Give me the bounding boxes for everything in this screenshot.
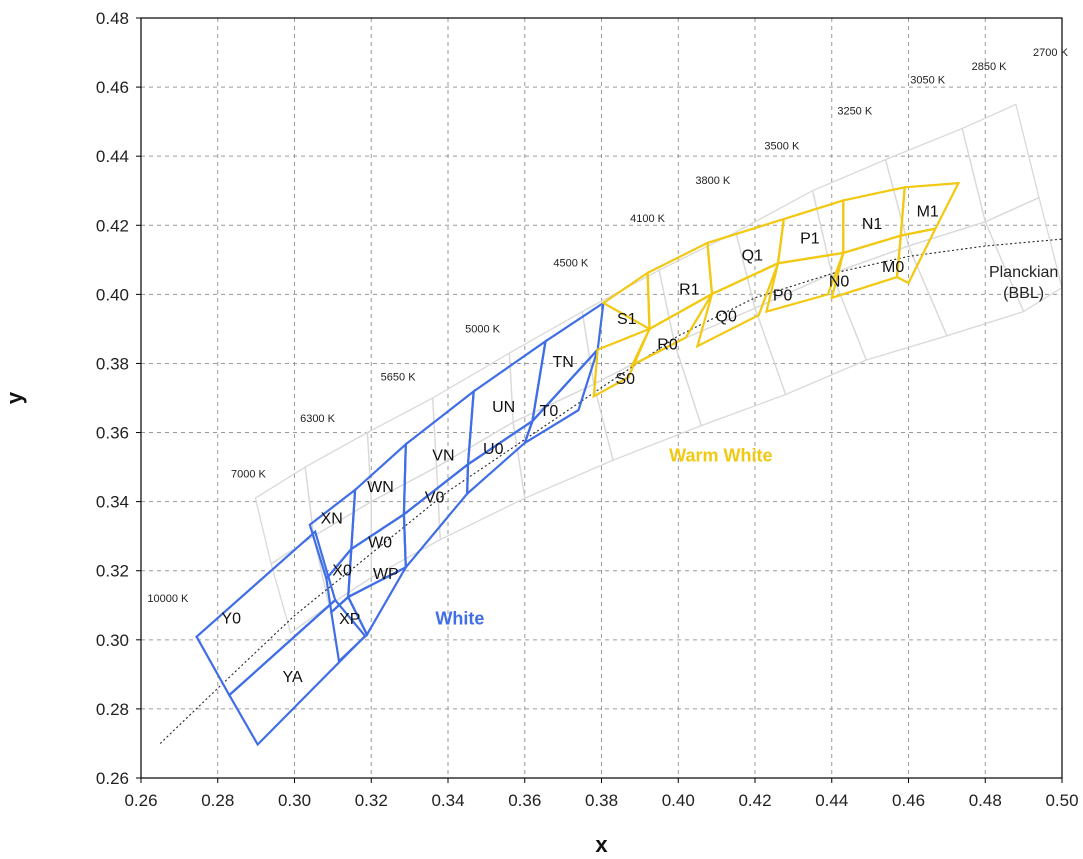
x-tick-label: 0.30 xyxy=(278,791,311,810)
bin-label: S0 xyxy=(616,371,636,388)
warm-white-bin-r0 xyxy=(629,291,716,368)
y-tick-label: 0.38 xyxy=(96,354,129,373)
cct-label: 7000 K xyxy=(231,468,267,480)
x-tick-label: 0.50 xyxy=(1045,791,1078,810)
cct-label: 3050 K xyxy=(910,75,946,87)
y-tick-label: 0.48 xyxy=(96,9,129,28)
warm-white-bin-q0 xyxy=(695,261,780,349)
bin-label: WP xyxy=(373,566,399,583)
bin-label: YA xyxy=(283,669,303,686)
bin-label: S1 xyxy=(617,311,637,328)
bin-label: U0 xyxy=(483,441,504,458)
x-tick-label: 0.40 xyxy=(662,791,695,810)
bin-label: R0 xyxy=(657,336,678,353)
x-tick-label: 0.48 xyxy=(969,791,1002,810)
bin-label: X0 xyxy=(332,562,352,579)
chart-labels: 10000 K 7000 K 6300 K 5650 K 5000 K 4500 K 410… xyxy=(147,47,1068,686)
bin-label: VN xyxy=(432,447,454,464)
bin-label: P1 xyxy=(800,230,820,247)
planckian-curve xyxy=(159,238,1063,744)
x-tick-label: 0.28 xyxy=(201,791,234,810)
grid-lines xyxy=(140,17,1063,779)
bin-label: Q0 xyxy=(716,308,737,325)
cct-label: 3500 K xyxy=(764,140,800,152)
cct-label: 3250 K xyxy=(837,106,873,118)
bin-label: WN xyxy=(367,479,394,496)
white-bin-w0 xyxy=(346,512,407,599)
white-bin-wp xyxy=(346,564,409,637)
x-tick-label: 0.36 xyxy=(508,791,541,810)
ansi-quad xyxy=(254,466,315,565)
bin-label: Q1 xyxy=(742,248,763,265)
bin-label: M1 xyxy=(917,203,939,220)
warm-white-bin-p0 xyxy=(764,251,845,314)
x-tick-label: 0.46 xyxy=(892,791,925,810)
bin-label: XP xyxy=(339,611,360,628)
region-label: White xyxy=(435,609,484,629)
y-tick-label: 0.44 xyxy=(96,147,129,166)
bin-label: M0 xyxy=(882,259,904,276)
ansi-quad xyxy=(961,103,1040,223)
y-tick-label: 0.46 xyxy=(96,78,129,97)
white-bin-xp xyxy=(330,595,369,664)
x-tick-label: 0.26 xyxy=(124,791,157,810)
ansi-quad xyxy=(673,307,787,427)
bin-label: TN xyxy=(552,354,573,371)
y-tick-label: 0.32 xyxy=(96,562,129,581)
bin-label: V0 xyxy=(425,489,445,506)
y-tick-label: 0.40 xyxy=(96,285,129,304)
bin-label: P0 xyxy=(773,287,793,304)
y-axis-title: y xyxy=(2,391,27,404)
cct-label: 5650 K xyxy=(381,372,417,384)
x-tick-label: 0.34 xyxy=(431,791,464,810)
planckian-label: Planckian xyxy=(989,264,1058,281)
ansi-quad xyxy=(593,341,703,462)
bin-label: N0 xyxy=(829,274,850,291)
cct-label: 6300 K xyxy=(300,413,336,425)
cct-label: 4100 K xyxy=(630,213,666,225)
x-tick-label: 0.38 xyxy=(585,791,618,810)
warm-white-bin-s0 xyxy=(592,326,652,399)
bin-label: W0 xyxy=(368,535,392,552)
bin-label: T0 xyxy=(540,403,559,420)
cct-label: 10000 K xyxy=(147,593,189,605)
y-tick-label: 0.28 xyxy=(96,700,129,719)
white-bin-wn xyxy=(350,441,407,552)
bin-quadrangles xyxy=(195,181,961,747)
cct-label: 4500 K xyxy=(553,258,589,270)
y-tick-label: 0.36 xyxy=(96,424,129,443)
bin-label: N1 xyxy=(862,216,883,233)
warm-white-bin-m0 xyxy=(895,227,938,285)
planckian-label: (BBL) xyxy=(1003,285,1044,302)
x-axis-title: x xyxy=(595,832,608,857)
planckian-locus xyxy=(159,238,1063,744)
bin-label: R1 xyxy=(679,281,700,298)
y-tick-label: 0.30 xyxy=(96,631,129,650)
x-tick-label: 0.32 xyxy=(355,791,388,810)
bin-label: Y0 xyxy=(221,611,241,628)
cct-label: 2850 K xyxy=(972,61,1008,73)
bin-label: XN xyxy=(321,511,343,528)
cct-label: 3800 K xyxy=(695,175,731,187)
y-tick-label: 0.42 xyxy=(96,216,129,235)
x-tick-label: 0.42 xyxy=(738,791,771,810)
axis-ticks: 0.26 0.28 0.30 0.32 0.34 0.36 0.38 0.40 0.42 0.44… xyxy=(96,9,1079,810)
y-tick-label: 0.34 xyxy=(96,493,129,512)
x-tick-label: 0.44 xyxy=(815,791,848,810)
cct-label: 2700 K xyxy=(1033,47,1069,59)
bin-label: UN xyxy=(492,399,515,416)
cct-label: 5000 K xyxy=(465,323,501,335)
region-label: Warm White xyxy=(669,446,772,466)
white-bin-t0 xyxy=(522,348,599,446)
y-tick-label: 0.26 xyxy=(96,769,129,788)
